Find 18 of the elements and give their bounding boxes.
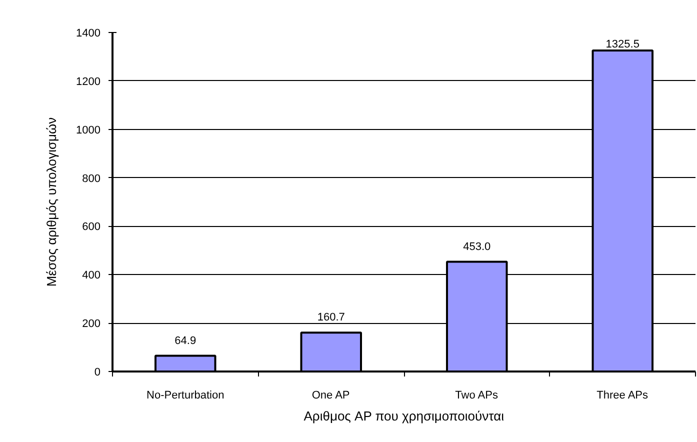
- data-label: 160.7: [317, 312, 345, 324]
- y-tick-label: 800: [82, 172, 101, 185]
- x-tick-label: One AP: [312, 390, 350, 402]
- y-tick-label: 0: [94, 366, 101, 378]
- y-tick-label: 400: [82, 270, 101, 282]
- data-label: 453.0: [463, 240, 491, 253]
- y-tick-label: 200: [82, 318, 101, 330]
- y-tick-label: 1000: [76, 124, 101, 136]
- y-axis-title: Μέσος αριθμός υπολογισμών: [44, 117, 60, 287]
- x-tick-label: No-Perturbation: [146, 390, 224, 402]
- x-tick-label: Three APs: [596, 390, 648, 402]
- data-label: 1325.5: [606, 38, 640, 50]
- y-tick-label: 1200: [76, 76, 101, 88]
- data-label: 64.9: [174, 334, 196, 347]
- y-tick-label: 1400: [76, 28, 101, 40]
- y-tick-label: 600: [82, 221, 101, 234]
- x-axis-title: Αριθμος AP που χρησιμοποιούνται: [304, 408, 504, 424]
- x-tick-label: Two APs: [455, 390, 498, 402]
